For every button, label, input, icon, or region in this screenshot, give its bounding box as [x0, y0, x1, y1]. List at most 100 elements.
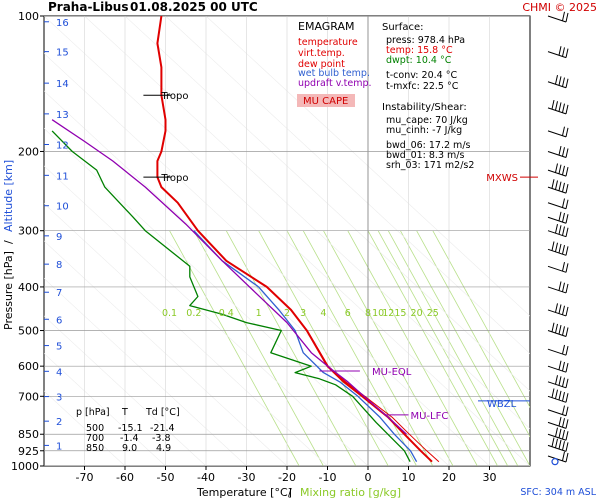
wind-barb: [547, 303, 569, 317]
wind-barb-feather: [558, 281, 562, 291]
mixing-ratio-line: [286, 230, 417, 466]
mixing-ratio-label: 0.1: [162, 308, 177, 319]
wind-barb-staff: [547, 286, 567, 294]
wind-barb-feather: [562, 441, 565, 451]
wind-barb: [547, 211, 569, 224]
wind-barb-feather: [562, 282, 565, 292]
wind-barb-feather: [565, 246, 569, 256]
wind-barb-feather: [565, 166, 569, 177]
wind-barb-feather: [551, 322, 555, 332]
series-layer: [51, 16, 440, 463]
wind-barb: [547, 360, 569, 373]
wind-barb: [547, 281, 569, 294]
mixing-ratio-label: 12: [382, 308, 394, 319]
x-axis-title-sep: /: [288, 486, 292, 499]
wind-barb-feather: [565, 148, 569, 158]
wind-barb-feather: [565, 48, 569, 58]
surface-wind-marker: [551, 458, 559, 466]
mixing-ratio-line: [193, 230, 324, 466]
surface-title: Surface:: [382, 22, 423, 33]
x-tick-label: -20: [278, 471, 296, 484]
sfc-label: SFC: 304 m ASL: [520, 487, 596, 498]
x-tick-label: -50: [157, 471, 175, 484]
wind-barb-feather: [562, 126, 565, 136]
mixing-ratio-label: 8: [365, 308, 371, 319]
wind-barb-feather: [558, 164, 562, 174]
mixing-ratio-line: [258, 230, 389, 466]
altitude-tick-label: 10: [56, 202, 69, 213]
table-header-p: p [hPa]: [76, 407, 110, 418]
x-tick-label: 30: [483, 471, 497, 484]
wind-barb-feather: [565, 283, 569, 294]
wind-barb: [547, 163, 569, 177]
wind-barb-feather: [562, 182, 565, 193]
mixing-ratio-label: 15: [394, 308, 406, 319]
mixing-ratio-line: [367, 230, 498, 466]
altitude-tick-label: 5: [56, 342, 62, 353]
wind-barb-staff: [547, 444, 567, 452]
wind-barb-staff: [547, 365, 567, 373]
wind-barb-feather: [562, 165, 565, 175]
mixing-ratio-label: 20: [411, 308, 423, 319]
wind-barb-feather: [562, 77, 565, 87]
wind-barb-feather: [562, 11, 565, 21]
x-axis-title-mix: Mixing ratio [g/kg]: [300, 486, 401, 499]
altitude-tick-label: 14: [56, 79, 69, 90]
wind-barb-feather: [565, 12, 569, 23]
table-cell-td-700: -3.8: [152, 433, 171, 444]
mu-cape-button[interactable]: [297, 94, 355, 107]
wind-barb-feather: [558, 76, 562, 86]
mixing-ratio-label: 1: [256, 308, 262, 319]
legend: EMAGRAM temperature virt.temp. dew point…: [297, 20, 372, 107]
legend-entry-temperature: temperature: [298, 37, 358, 48]
wind-barb-feather: [562, 377, 565, 387]
wind-barb-feather: [558, 325, 562, 335]
mixing-ratio-label: 10: [372, 308, 384, 319]
y-tick-label: 500: [18, 325, 39, 338]
wind-barb-feather: [558, 376, 562, 386]
wind-barb-feather: [565, 431, 569, 441]
wind-barb-feather: [562, 361, 565, 372]
wind-barb-feather: [562, 405, 565, 415]
wind-barb-feather: [555, 180, 558, 190]
legend-entry-dew-point: dew point: [298, 59, 345, 70]
wind-barb-staff: [547, 395, 567, 403]
series-dew-point: [51, 130, 411, 463]
mixing-ratio-line: [347, 230, 478, 466]
wind-barb: [547, 145, 569, 158]
wind-barb: [547, 322, 569, 338]
x-tick-label: -10: [319, 471, 337, 484]
mixing-ratio-label: 4: [320, 308, 326, 319]
wind-barb-staff: [547, 348, 567, 356]
tropopause-label: Tropo: [160, 173, 188, 184]
wind-barb-feather: [551, 99, 555, 110]
surface-temp: temp: 15.8 °C: [386, 45, 453, 56]
wind-barb: [547, 262, 569, 273]
wind-barb-staff: [547, 433, 567, 441]
wind-barb-feather: [562, 418, 565, 428]
table-cell-t-850: 9.0: [122, 443, 137, 454]
grid-layer: [44, 16, 530, 466]
wbzl-label: WBZL: [487, 399, 517, 410]
wind-barb-feather: [558, 211, 562, 221]
t-conv: t-conv: 20.4 °C: [386, 70, 457, 81]
wind-barb-feather: [562, 212, 565, 223]
wind-barb-feather: [565, 363, 569, 373]
series-wet-bulb-temp-: [193, 230, 418, 463]
wind-barb-feather: [555, 242, 558, 252]
x-tick-label: -40: [197, 471, 215, 484]
y-tick-label: 200: [18, 145, 39, 158]
wind-barb: [547, 241, 569, 256]
wind-barb-staff: [547, 230, 567, 238]
mixing-ratio-line: [169, 230, 300, 466]
y-tick-label: 300: [18, 225, 39, 238]
wind-barb-feather: [555, 75, 558, 85]
y-axis-title-sep: /: [2, 240, 15, 244]
wind-barb-feather: [562, 245, 565, 255]
mixing-ratio-label: 3: [300, 308, 306, 319]
mu-cape-label: MU CAPE: [303, 96, 348, 107]
wind-barb-staff: [547, 107, 567, 115]
wind-barb: [547, 99, 569, 115]
bwd-06: bwd_06: 17.2 m/s: [386, 140, 471, 151]
wind-barb-feather: [558, 46, 562, 56]
